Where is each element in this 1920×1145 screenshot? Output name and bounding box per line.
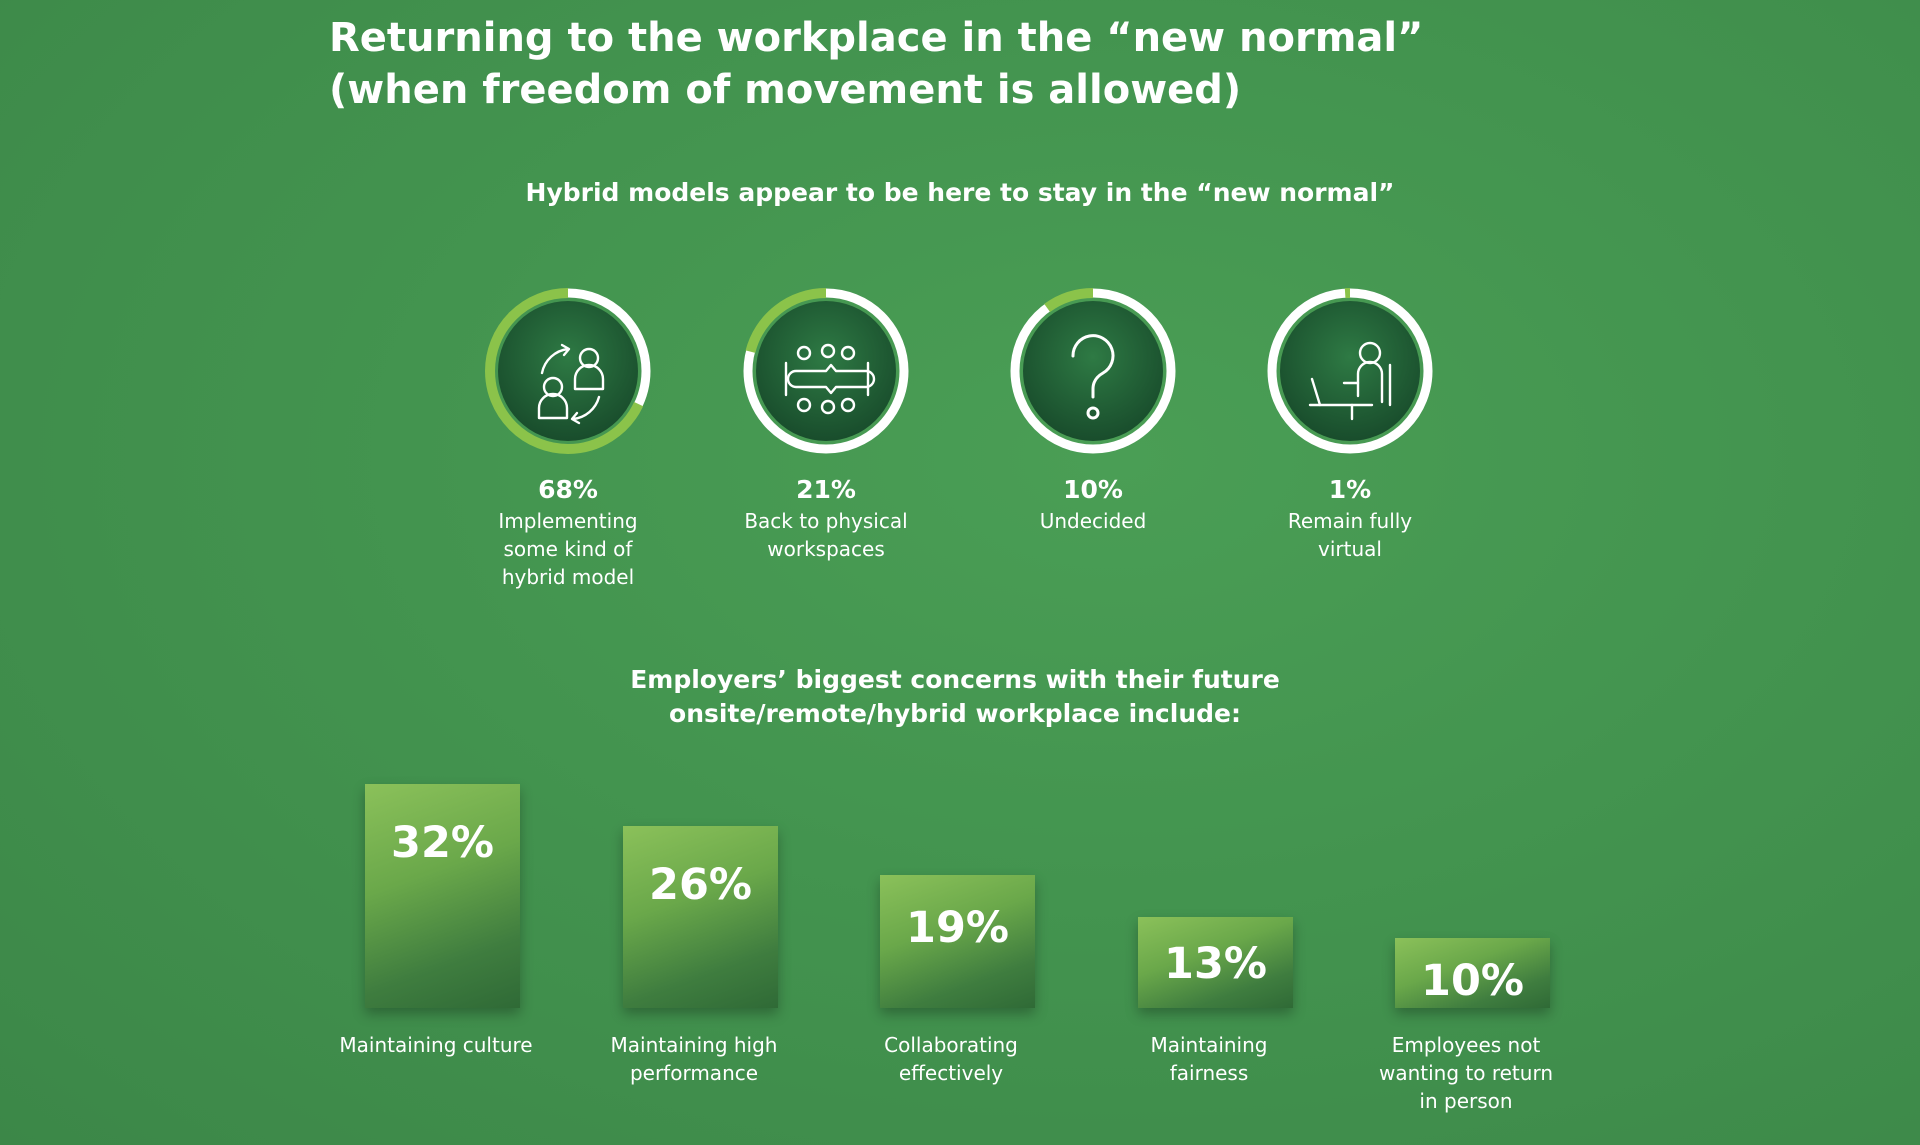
donut-value-arc xyxy=(743,288,909,454)
donut-value-arc xyxy=(485,288,651,454)
donut-value-label: 1% xyxy=(1328,475,1372,504)
bar-category-label-line: in person xyxy=(1419,1089,1513,1113)
donut-value-label: 21% xyxy=(796,475,856,504)
donut-category-label: Implementing some kind of hybrid model xyxy=(438,507,698,591)
bar-category-label-line: Maintaining culture xyxy=(339,1033,533,1057)
page-title-line-1: Returning to the workplace in the “new n… xyxy=(329,15,1424,61)
bar-category-label-line: fairness xyxy=(1169,1061,1249,1085)
meeting-table-icon xyxy=(784,343,876,415)
donut-category-label-line: hybrid model xyxy=(501,565,635,589)
donut-category-label-line: Back to physical xyxy=(744,509,908,533)
bar-category-label: Maintaining culture xyxy=(316,1031,556,1059)
donut-chart xyxy=(482,285,654,457)
people-exchange-icon xyxy=(537,343,605,425)
bar-category-label: Maintaining high performance xyxy=(574,1031,814,1087)
donut-category-label: Remain fully virtual xyxy=(1220,507,1480,563)
bar: 19% xyxy=(880,875,1035,1008)
donut-ring xyxy=(485,288,651,454)
concerns-heading: Employers’ biggest concerns with their f… xyxy=(0,663,1910,731)
bar-value-label: 13% xyxy=(1164,939,1267,989)
donut-category-label-line: Undecided xyxy=(1039,509,1147,533)
donut-value-arc xyxy=(1267,288,1433,454)
bar: 10% xyxy=(1395,938,1550,1008)
donut-item: 68% Implementing some kind of hybrid model xyxy=(438,285,698,591)
donut-ring xyxy=(743,288,909,454)
bar-category-label-line: effectively xyxy=(898,1061,1004,1085)
concerns-heading-line-2: onsite/remote/hybrid workplace include: xyxy=(669,699,1241,728)
hybrid-heading: Hybrid models appear to be here to stay … xyxy=(525,178,1395,207)
bar: 32% xyxy=(365,784,520,1008)
donut-center-disc xyxy=(1023,301,1163,441)
bar-value-label: 19% xyxy=(906,903,1009,953)
page-title: Returning to the workplace in the “new n… xyxy=(329,12,1729,116)
bar-category-label-line: wanting to return xyxy=(1378,1061,1553,1085)
bar-category-label-line: Maintaining high xyxy=(610,1033,778,1057)
bar-category-label: Employees not wanting to return in person xyxy=(1346,1031,1586,1115)
donut-item: 21% Back to physical workspaces xyxy=(696,285,956,563)
donut-item: 1% Remain fully virtual xyxy=(1220,285,1480,563)
donut-category-label-line: some kind of xyxy=(503,537,633,561)
donut-category-label-line: Implementing xyxy=(498,509,638,533)
bar-category-label-line: Employees not xyxy=(1391,1033,1541,1057)
bar-value-label: 26% xyxy=(649,860,752,910)
bar: 13% xyxy=(1138,917,1293,1008)
page-title-line-2: (when freedom of movement is allowed) xyxy=(329,67,1242,113)
donut-chart xyxy=(740,285,912,457)
donut-center-disc xyxy=(498,301,638,441)
person-laptop-icon xyxy=(1308,341,1392,421)
donut-category-label-line: workspaces xyxy=(767,537,885,561)
donut-category-label-line: Remain fully xyxy=(1287,509,1413,533)
bar-category-label-line: performance xyxy=(629,1061,759,1085)
donut-value-arc xyxy=(1010,288,1176,454)
bar-category-label: Maintaining fairness xyxy=(1089,1031,1329,1087)
concerns-heading-line-1: Employers’ biggest concerns with their f… xyxy=(630,665,1280,694)
bar-value-label: 10% xyxy=(1421,956,1524,1006)
question-mark-icon xyxy=(1071,334,1115,420)
bar: 26% xyxy=(623,826,778,1008)
donut-item: 10% Undecided xyxy=(963,285,1223,535)
donut-category-label-line: virtual xyxy=(1318,537,1382,561)
donut-ring xyxy=(1267,288,1433,454)
donut-chart xyxy=(1007,285,1179,457)
donut-center-disc xyxy=(1280,301,1420,441)
bar-category-label-line: Maintaining xyxy=(1150,1033,1268,1057)
donut-chart xyxy=(1264,285,1436,457)
bar-category-label: Collaborating effectively xyxy=(831,1031,1071,1087)
donut-value-label: 68% xyxy=(538,475,598,504)
bar-value-label: 32% xyxy=(391,818,494,868)
bar-category-label-line: Collaborating xyxy=(884,1033,1018,1057)
donut-category-label: Undecided xyxy=(963,507,1223,535)
donut-category-label: Back to physical workspaces xyxy=(696,507,956,563)
donut-value-label: 10% xyxy=(1063,475,1123,504)
donut-ring xyxy=(1010,288,1176,454)
